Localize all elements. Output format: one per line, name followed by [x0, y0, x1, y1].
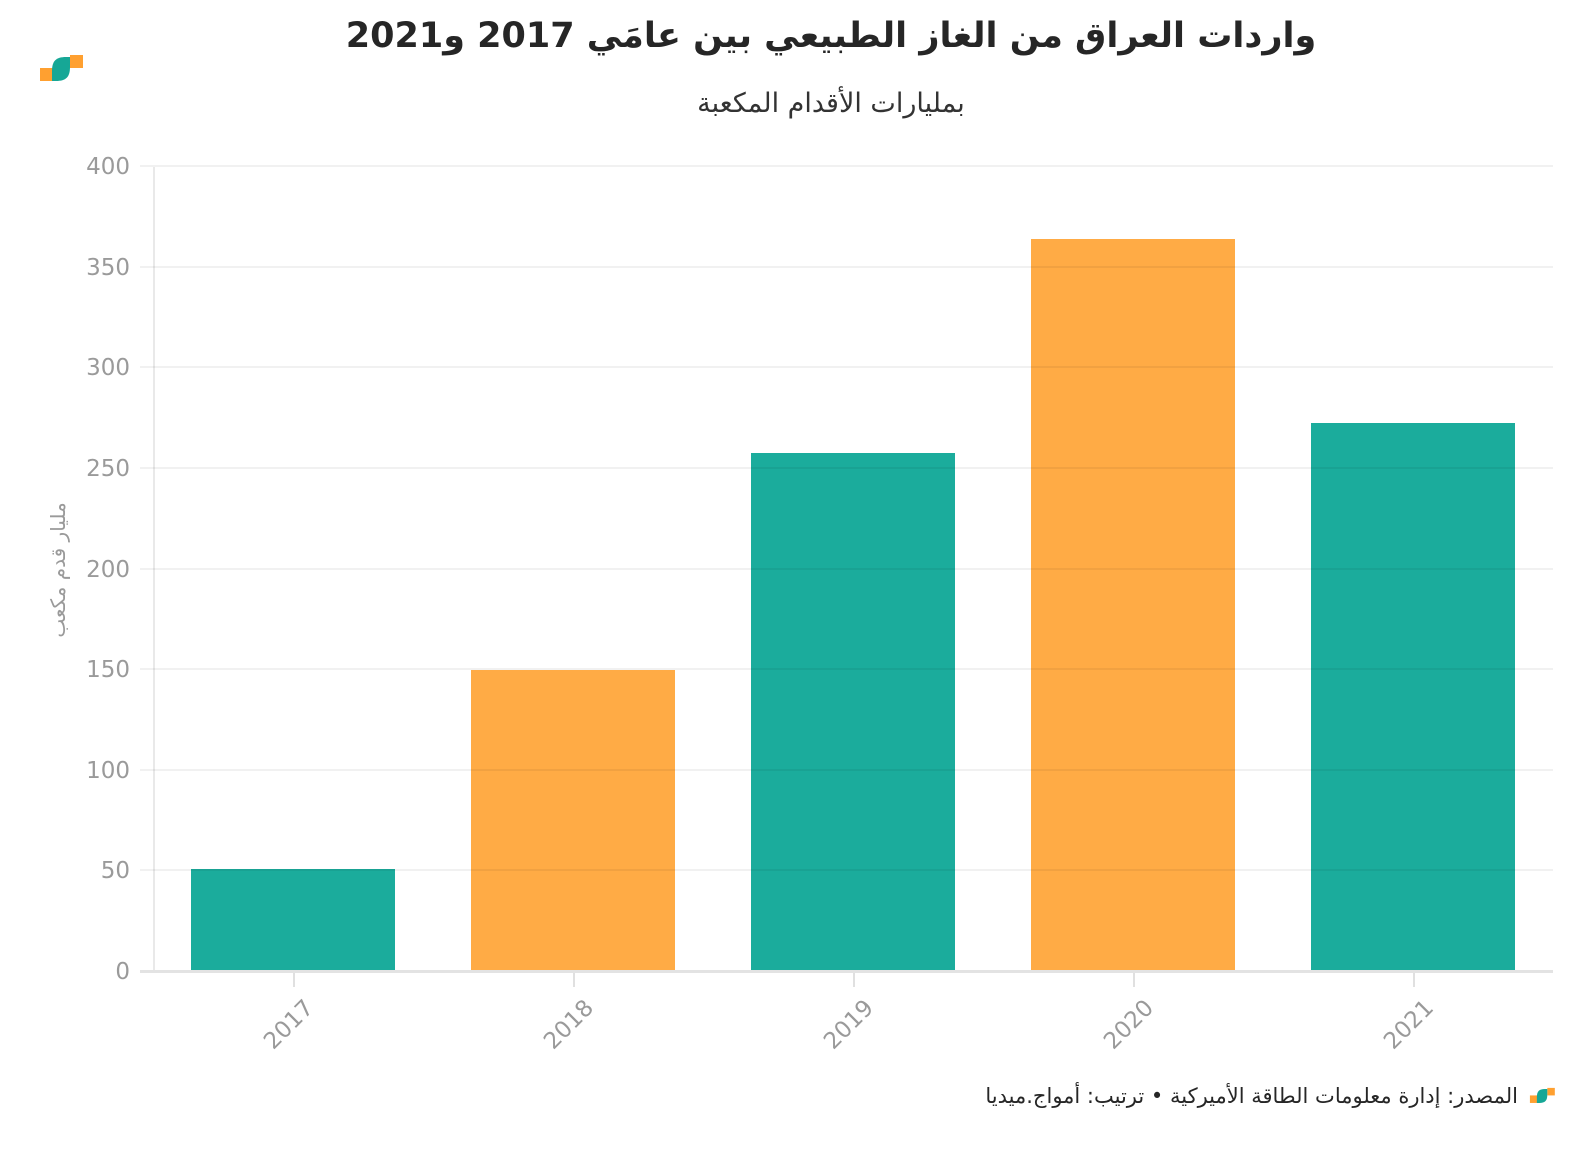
chart-subtitle: بمليارات الأقدام المكعبة — [697, 88, 965, 119]
x-tick-label-2017: 2017 — [259, 995, 320, 1055]
bar-band-2017 — [153, 167, 433, 972]
y-tick-label-100: 100 — [86, 757, 130, 784]
x-band-2021: 2021 — [1273, 973, 1553, 1063]
bar-2017[interactable] — [190, 869, 396, 972]
bar-band-2021 — [1273, 167, 1553, 972]
y-tick-label-400: 400 — [86, 154, 130, 180]
y-axis-line — [153, 167, 155, 972]
amwaj-logo-icon — [40, 55, 83, 81]
x-tick-label-2020: 2020 — [1099, 995, 1160, 1055]
x-band-2018: 2018 — [433, 973, 713, 1063]
y-tick-label-150: 150 — [86, 657, 130, 684]
x-tick-2021 — [1413, 973, 1415, 987]
bar-2018[interactable] — [470, 670, 676, 972]
bar-2020[interactable] — [1030, 239, 1236, 972]
x-band-2019: 2019 — [713, 973, 993, 1063]
y-tick-label-0: 0 — [115, 959, 130, 985]
bar-2019[interactable] — [750, 452, 956, 972]
amwaj-logo-small-icon — [1529, 1087, 1555, 1103]
x-axis-ticks: 2017 2018 2019 2020 2021 — [153, 973, 1553, 1063]
bar-band-2018 — [433, 167, 713, 972]
chart-title: واردات العراق من الغاز الطبيعي بين عامَي… — [345, 16, 1317, 56]
bar-2021[interactable] — [1310, 422, 1516, 972]
y-tick-label-50: 50 — [100, 858, 130, 885]
y-tick-label-250: 250 — [86, 455, 130, 482]
bars-area — [153, 167, 1553, 972]
y-axis-tick-labels: 0 50 100 150 200 250 300 350 400 — [0, 154, 130, 985]
x-band-2017: 2017 — [153, 973, 433, 1063]
x-tick-label-2021: 2021 — [1379, 995, 1440, 1055]
x-tick-2018 — [573, 973, 575, 987]
source-text: المصدر: إدارة معلومات الطاقة الأميركية •… — [985, 1084, 1518, 1108]
bar-band-2020 — [993, 167, 1273, 972]
bar-band-2019 — [713, 167, 993, 972]
footer: المصدر: إدارة معلومات الطاقة الأميركية •… — [985, 1076, 1555, 1116]
y-tick-label-300: 300 — [86, 355, 130, 382]
x-axis-line — [140, 970, 1553, 973]
y-tick-label-200: 200 — [86, 556, 130, 583]
x-band-2020: 2020 — [993, 973, 1273, 1063]
x-tick-2017 — [293, 973, 295, 987]
x-tick-label-2018: 2018 — [539, 995, 600, 1055]
x-tick-2020 — [1133, 973, 1135, 987]
y-tick-label-350: 350 — [86, 254, 130, 281]
x-tick-label-2019: 2019 — [819, 995, 880, 1055]
x-tick-2019 — [853, 973, 855, 987]
